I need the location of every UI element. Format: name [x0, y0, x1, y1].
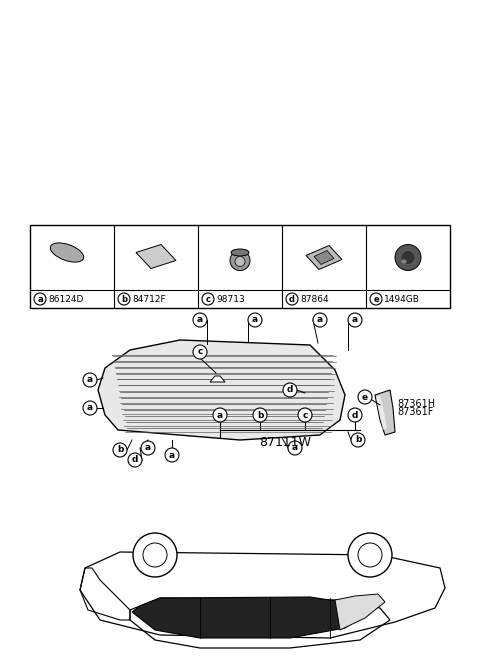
Circle shape — [118, 293, 130, 305]
Text: 98713: 98713 — [216, 295, 245, 304]
Text: a: a — [317, 316, 323, 325]
Text: e: e — [362, 392, 368, 401]
Text: a: a — [169, 451, 175, 459]
Circle shape — [286, 293, 298, 305]
Polygon shape — [376, 395, 387, 430]
Circle shape — [313, 313, 327, 327]
Circle shape — [165, 448, 179, 462]
Circle shape — [358, 390, 372, 404]
Text: b: b — [355, 436, 361, 445]
Circle shape — [351, 433, 365, 447]
Polygon shape — [132, 597, 368, 638]
Text: 86124D: 86124D — [48, 295, 84, 304]
Text: 84712F: 84712F — [132, 295, 166, 304]
Circle shape — [83, 401, 97, 415]
Text: b: b — [117, 445, 123, 455]
Circle shape — [83, 373, 97, 387]
Text: a: a — [217, 411, 223, 419]
Circle shape — [193, 345, 207, 359]
Text: b: b — [121, 295, 127, 304]
Circle shape — [253, 408, 267, 422]
Ellipse shape — [50, 243, 84, 262]
Polygon shape — [98, 340, 345, 440]
Text: c: c — [302, 411, 308, 419]
Circle shape — [213, 408, 227, 422]
Text: d: d — [289, 295, 295, 304]
Circle shape — [141, 441, 155, 455]
Circle shape — [128, 453, 142, 467]
Circle shape — [298, 408, 312, 422]
Polygon shape — [314, 251, 334, 264]
Circle shape — [34, 293, 46, 305]
Text: a: a — [252, 316, 258, 325]
Circle shape — [288, 441, 302, 455]
Text: a: a — [37, 295, 43, 304]
Text: 87361H: 87361H — [397, 399, 435, 409]
Text: d: d — [352, 411, 358, 419]
Polygon shape — [375, 390, 395, 435]
Ellipse shape — [401, 260, 407, 264]
Text: a: a — [352, 316, 358, 325]
Text: e: e — [373, 295, 379, 304]
Circle shape — [235, 256, 245, 266]
Text: a: a — [145, 443, 151, 453]
Text: b: b — [257, 411, 263, 419]
Circle shape — [348, 313, 362, 327]
Text: 1494GB: 1494GB — [384, 295, 420, 304]
Text: 87864: 87864 — [300, 295, 329, 304]
Text: 87361F: 87361F — [397, 407, 433, 417]
Text: c: c — [197, 348, 203, 356]
Circle shape — [401, 251, 415, 264]
Polygon shape — [136, 245, 176, 268]
Text: d: d — [287, 386, 293, 394]
Ellipse shape — [231, 249, 249, 256]
Circle shape — [370, 293, 382, 305]
Circle shape — [133, 533, 177, 577]
Text: a: a — [87, 403, 93, 413]
Text: 87111W: 87111W — [259, 436, 311, 449]
Text: c: c — [205, 295, 211, 304]
Circle shape — [202, 293, 214, 305]
Circle shape — [248, 313, 262, 327]
Circle shape — [283, 383, 297, 397]
Text: d: d — [132, 455, 138, 464]
Circle shape — [348, 533, 392, 577]
Polygon shape — [210, 376, 225, 382]
Text: a: a — [197, 316, 203, 325]
Polygon shape — [306, 245, 342, 270]
Text: a: a — [87, 375, 93, 384]
Circle shape — [230, 251, 250, 270]
Text: a: a — [292, 443, 298, 453]
Circle shape — [193, 313, 207, 327]
Circle shape — [113, 443, 127, 457]
Circle shape — [395, 245, 421, 270]
Circle shape — [348, 408, 362, 422]
Polygon shape — [335, 594, 385, 630]
